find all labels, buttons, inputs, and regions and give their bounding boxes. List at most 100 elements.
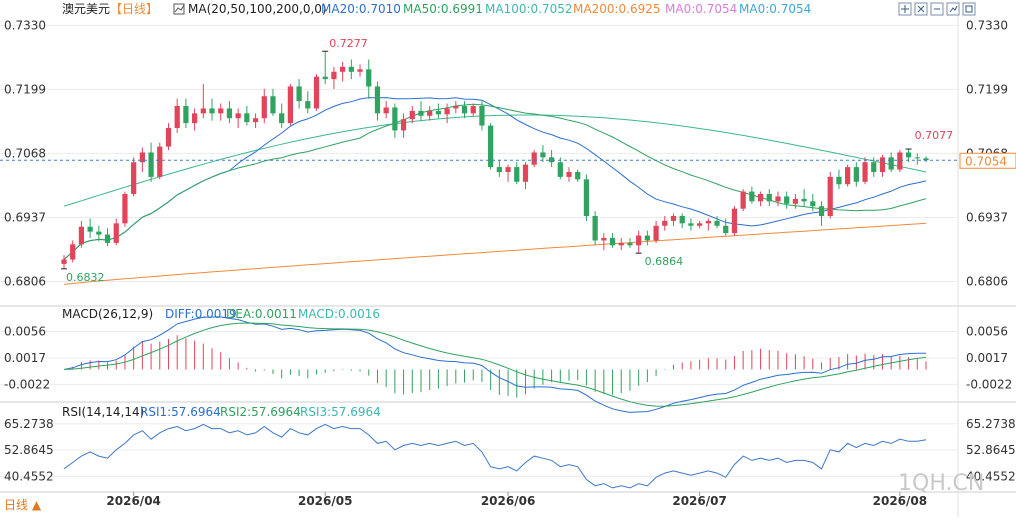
candle-body	[331, 71, 337, 80]
x-axis-label: 2026/08	[873, 494, 927, 508]
candle-body	[78, 226, 85, 245]
candle-body	[104, 234, 111, 243]
candle-body	[514, 167, 520, 182]
indicator-icon[interactable]	[946, 2, 960, 16]
candle-body	[609, 238, 616, 246]
candle-body	[296, 86, 302, 102]
price-tick-left: 0.7199	[4, 82, 46, 96]
candle-body	[87, 226, 93, 232]
rsi-tick-right: 40.4552	[966, 469, 1016, 483]
ma100-label: MA100:0.7052	[485, 2, 573, 16]
current-price-box	[959, 152, 1016, 169]
candle-body	[488, 125, 494, 168]
candle-body	[740, 191, 746, 209]
maximize-icon[interactable]	[962, 2, 976, 16]
candle-body	[914, 157, 920, 159]
period-switch-button[interactable]: 日线 ▲	[4, 498, 42, 512]
move-icon[interactable]	[898, 2, 912, 16]
ma50-label: MA50:0.6991	[403, 2, 483, 16]
rsi-tick-left: 40.4552	[4, 469, 54, 483]
candle-body	[96, 231, 102, 235]
candle-body	[209, 108, 215, 114]
candle-body	[305, 101, 311, 109]
candle-body	[871, 162, 877, 172]
candle-body	[444, 108, 450, 115]
candle-body	[662, 220, 668, 226]
macd-tick-left: 0.0056	[4, 324, 46, 338]
candle-body	[862, 162, 868, 182]
price-tick-right: 0.7330	[966, 18, 1008, 32]
candle-body	[784, 196, 790, 204]
candle-body	[810, 201, 816, 207]
candle-body	[340, 66, 346, 72]
candle-body	[322, 76, 328, 80]
candle-body	[191, 113, 198, 124]
candle-body	[70, 244, 76, 260]
candle-body	[679, 216, 685, 224]
candle-body	[183, 106, 189, 124]
candle-body	[235, 113, 241, 119]
ma20-label: MA20:0.7010	[321, 2, 401, 16]
macd-tick-right: 0.0056	[966, 324, 1008, 338]
candle-body	[174, 106, 180, 128]
pan-icon[interactable]	[914, 2, 928, 16]
ma0b-label: MA0:0.7054	[739, 2, 811, 16]
watermark: 1QH.CN	[898, 471, 984, 496]
zoom-icon[interactable]	[930, 2, 944, 16]
candle-body	[374, 86, 381, 114]
candle-body	[157, 146, 163, 177]
x-axis-label: 2026/05	[298, 494, 352, 508]
candle-body	[409, 110, 415, 120]
candle-body	[766, 194, 772, 202]
macd-diff-label: DIFF:0.0019	[165, 307, 237, 321]
rsi2-label: RSI2:57.6964	[220, 405, 301, 419]
rsi-tick-left: 65.2738	[4, 417, 54, 431]
candle-body	[113, 223, 119, 243]
candle-body	[287, 86, 293, 124]
rsi-panel	[63, 423, 927, 489]
extreme-markers	[61, 50, 912, 270]
rsi-tick-left: 52.8645	[4, 443, 54, 457]
candle-body	[261, 96, 267, 119]
candle-body	[400, 119, 407, 131]
candle-body	[592, 216, 598, 241]
candle-body	[653, 225, 659, 241]
candle-body	[357, 69, 363, 72]
mid-low-annotation: 0.6864	[645, 255, 684, 268]
ma-toggle-icon[interactable]	[173, 3, 185, 15]
ma200-line	[63, 222, 927, 285]
candle-body	[461, 106, 468, 114]
candle-body	[644, 235, 650, 241]
candle-body	[392, 107, 398, 131]
candle-body	[836, 176, 842, 185]
candle-body	[827, 176, 833, 216]
x-axis-label: 2026/04	[106, 494, 160, 508]
candle-body	[888, 157, 894, 170]
candle-body	[575, 172, 581, 180]
candle-body	[688, 223, 694, 226]
x-axis-label: 2026/07	[672, 494, 726, 508]
candle-body	[853, 167, 859, 182]
x-axis-label: 2026/06	[481, 494, 535, 508]
macd-tick-right: -0.0022	[966, 377, 1012, 391]
candlesticks	[61, 51, 929, 269]
candle-body	[383, 107, 389, 114]
macd-panel	[63, 316, 927, 413]
price-tick-right: 0.7199	[966, 82, 1008, 96]
macd-dea-line	[63, 322, 927, 407]
price-tick-left: 0.7068	[4, 146, 46, 160]
candle-body	[427, 110, 433, 116]
candle-body	[252, 118, 259, 123]
price-tick-left: 0.6806	[4, 275, 46, 289]
candle-body	[557, 162, 563, 177]
ma0a-label: MA0:0.7054	[665, 2, 737, 16]
rsi1-label: RSI1:57.6964	[140, 405, 221, 419]
macd-value-label: MACD:0.0016	[298, 307, 380, 321]
candle-body	[348, 66, 354, 72]
candle-body	[200, 108, 206, 114]
ma100-line	[63, 114, 927, 207]
candle-body	[923, 158, 929, 161]
candle-body	[714, 220, 720, 226]
candle-body	[818, 206, 825, 216]
